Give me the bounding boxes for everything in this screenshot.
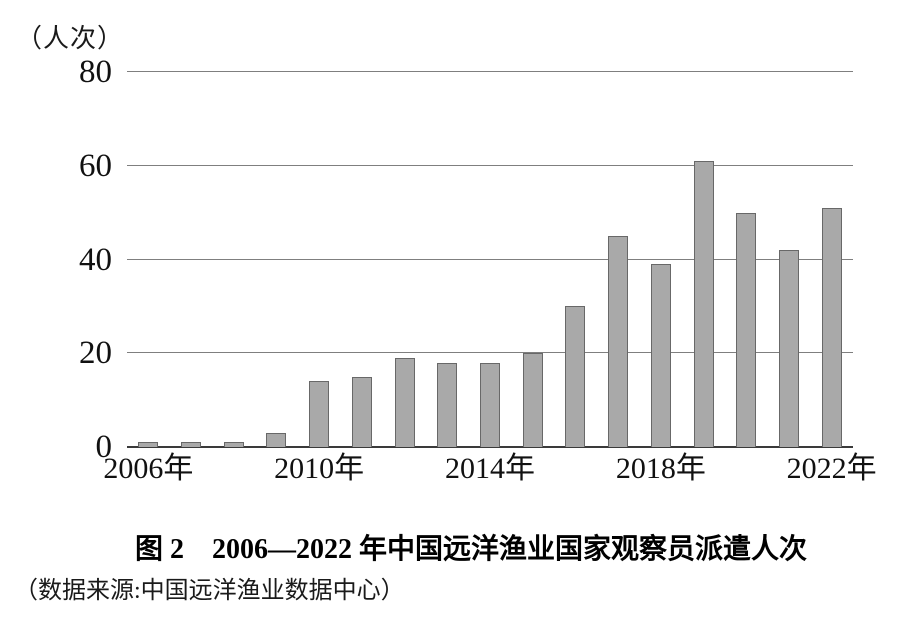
x-tick-label-2006年: 2006年	[103, 452, 194, 485]
x-axis-line	[127, 446, 853, 448]
x-tick-label-2014年: 2014年	[445, 452, 535, 485]
gridline-20	[127, 352, 853, 354]
y-tick-label-80: 80	[79, 54, 112, 90]
bar-2006年	[138, 442, 159, 447]
bar-2020年	[736, 212, 757, 447]
bar-2012年	[394, 357, 415, 447]
y-axis-unit-label: （人次）	[16, 24, 125, 53]
bar-2017年	[608, 236, 629, 447]
bar-2007年	[181, 442, 202, 447]
chart-title: 图 2 2006—2022 年中国远洋渔业国家观察员派遣人次	[134, 534, 807, 565]
bar-2016年	[565, 306, 586, 447]
bar-2019年	[693, 161, 714, 447]
bar-2010年	[309, 381, 330, 447]
bar-2013年	[437, 362, 458, 447]
y-tick-label-20: 20	[79, 335, 112, 372]
bar-2011年	[351, 376, 372, 447]
y-tick-label-60: 60	[79, 147, 112, 184]
x-tick-label-2018年: 2018年	[615, 452, 706, 485]
bar-2018年	[650, 264, 671, 447]
bar-2015年	[522, 353, 543, 447]
gridline-60	[127, 164, 853, 166]
bar-2014年	[480, 362, 500, 447]
bar-chart-plot-area	[127, 71, 853, 448]
x-tick-label-2022年: 2022年	[786, 452, 877, 485]
x-tick-label-2010年: 2010年	[274, 452, 365, 485]
chart-source-note: （数据来源:中国远洋渔业数据中心）	[14, 578, 405, 604]
gridline-40	[127, 258, 853, 260]
bar-2021年	[778, 250, 799, 447]
y-tick-label-0: 0	[95, 429, 113, 465]
bar-2008年	[223, 442, 244, 447]
gridline-80	[127, 71, 853, 72]
bar-2022年	[821, 207, 842, 447]
y-tick-label-40: 40	[79, 241, 112, 278]
bar-2009年	[266, 432, 287, 447]
